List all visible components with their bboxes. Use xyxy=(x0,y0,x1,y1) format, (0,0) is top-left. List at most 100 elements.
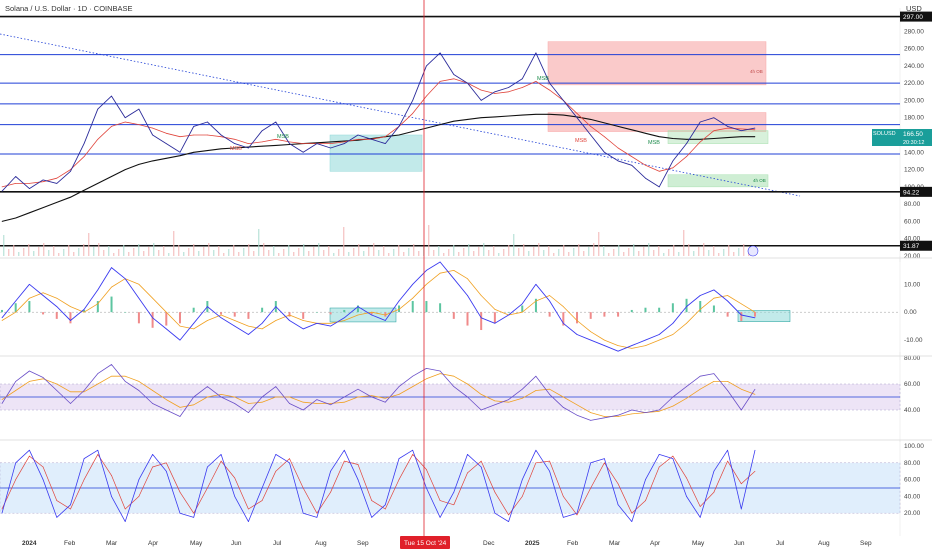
stoch-d-line-point xyxy=(70,508,71,510)
price-line-point xyxy=(727,126,728,127)
price-line-point xyxy=(234,143,236,144)
rsi-line-point xyxy=(521,388,523,390)
stoch-k-line-point xyxy=(686,496,687,497)
signal-line-point xyxy=(1,320,3,321)
ema-black-line-point xyxy=(357,139,359,141)
stoch-d-line-point xyxy=(152,466,153,468)
rsi-ma-line-point xyxy=(42,378,44,380)
volume-bar xyxy=(38,247,40,256)
rsi-line-point xyxy=(453,386,455,387)
volume-bar xyxy=(663,253,665,256)
rsi-line-point xyxy=(15,381,17,382)
currency-label[interactable]: USD xyxy=(906,4,922,13)
volume-bar xyxy=(388,253,390,256)
stoch-k-line-point xyxy=(29,449,30,451)
demand-zone[interactable] xyxy=(667,174,769,188)
volume-bar xyxy=(178,245,180,256)
x-tick-label: Aug xyxy=(818,540,830,547)
signal-line-point xyxy=(56,297,58,299)
price-line-point xyxy=(494,91,496,93)
time-axis[interactable]: 2024 Feb Mar Apr May Jun Jul Aug Sep Dec 2025 Feb Ma… xyxy=(0,257,932,547)
price-line-point xyxy=(549,82,550,84)
price-line-point xyxy=(576,117,578,119)
ma-red-line-point xyxy=(658,170,660,172)
stoch-rsi-panel[interactable]: 100.00 80.00 60.00 40.00 20.00 xyxy=(0,440,924,536)
signal-line-point xyxy=(562,306,564,307)
rsi-panel[interactable]: 80.00 60.00 40.00 xyxy=(0,352,921,442)
ma-red-line-point xyxy=(220,136,222,138)
histogram-bar xyxy=(521,305,524,313)
volume-bar xyxy=(683,230,685,256)
stoch-k-line-point xyxy=(42,479,44,480)
volume-bar xyxy=(68,245,70,256)
stoch-d-line-point xyxy=(467,472,468,474)
stoch-k-line xyxy=(1,449,756,522)
signal-line-point xyxy=(521,311,523,313)
volume-bar xyxy=(638,251,640,256)
stoch-d-line-point xyxy=(138,496,140,497)
stoch-k-line-point xyxy=(83,458,85,459)
rsi-line-point xyxy=(124,381,126,382)
signal-line-point xyxy=(193,328,195,330)
price-line-point xyxy=(124,117,126,119)
rsi-line-point xyxy=(97,373,99,374)
volume-bar xyxy=(63,249,65,256)
macd-line-point xyxy=(480,317,482,319)
ticker-price: 166.50 xyxy=(903,131,923,138)
macd-panel[interactable]: 10.00 0.00 -10.00 xyxy=(0,256,923,360)
signal-line-point xyxy=(29,297,30,299)
rsi-line-point xyxy=(740,409,742,411)
rsi-ma-line-point xyxy=(384,397,386,399)
rsi-line-point xyxy=(29,370,30,372)
macd-line-point xyxy=(29,283,30,285)
histogram-bar xyxy=(507,312,510,313)
histogram-bar xyxy=(165,312,168,326)
volume-bar xyxy=(33,251,35,256)
stoch-d-line-point xyxy=(83,479,85,480)
signal-line-point xyxy=(42,292,44,294)
volume-bar xyxy=(293,252,295,256)
rsi-ma-line-point xyxy=(111,375,112,377)
rsi-ma-line-point xyxy=(248,403,249,404)
price-panel[interactable]: 280.00260.00240.00220.00200.00180.00160.… xyxy=(0,8,932,262)
ma-red-line-point xyxy=(535,81,537,82)
ma-red-line-point xyxy=(412,113,414,114)
ma-red-line-point xyxy=(494,93,496,94)
price-line-point xyxy=(467,82,468,84)
signal-line-point xyxy=(617,345,619,346)
ma-red-line-point xyxy=(330,143,331,144)
ema-black-line-point xyxy=(713,138,715,139)
volume-bar xyxy=(43,243,45,256)
rsi-line-point xyxy=(316,399,318,400)
ma-red-line-point xyxy=(165,132,167,134)
volume-bar xyxy=(218,246,220,256)
volume-bar xyxy=(138,244,140,256)
volume-bar xyxy=(693,251,695,256)
volume-bar xyxy=(193,244,195,256)
y-tick-label: 140.00 xyxy=(904,149,924,156)
ema-black-line-point xyxy=(645,132,646,134)
signal-line-point xyxy=(248,325,249,327)
rsi-ma-line-point xyxy=(672,405,674,407)
rsi-line-point xyxy=(1,403,3,404)
x-tick-label: Sep xyxy=(357,540,369,547)
rsi-line-point xyxy=(261,396,263,398)
rsi-ma-line-point xyxy=(576,404,578,406)
ma-red-line-point xyxy=(1,186,3,188)
volume-bar xyxy=(628,248,630,256)
macd-line-point xyxy=(83,309,85,310)
supply-zone[interactable] xyxy=(547,41,767,86)
macd-zone[interactable] xyxy=(737,310,791,322)
stoch-k-line-point xyxy=(248,521,249,522)
volume-bar xyxy=(343,227,345,256)
rsi-line-point xyxy=(234,403,236,404)
rsi-line-point xyxy=(330,404,331,406)
ticker-badge[interactable] xyxy=(872,129,900,146)
histogram-bar xyxy=(302,312,305,319)
y-tick-label: 10.00 xyxy=(904,281,921,288)
supply-zone[interactable] xyxy=(547,112,767,132)
rsi-ma-line xyxy=(1,373,756,417)
price-line-point xyxy=(371,138,373,140)
flag-icon[interactable] xyxy=(747,245,759,257)
